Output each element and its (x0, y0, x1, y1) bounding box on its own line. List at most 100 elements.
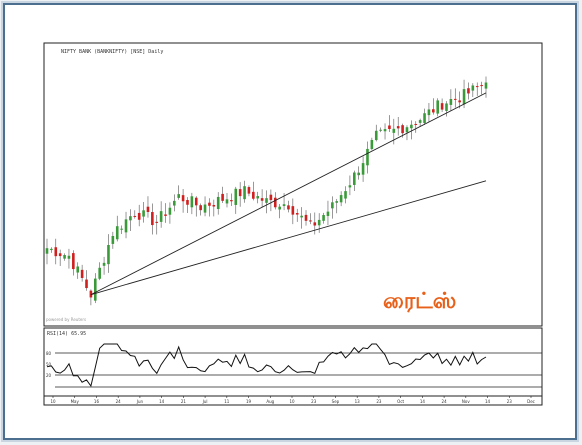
candle-up (484, 82, 488, 89)
stock-chart: NIFTY BANK (BANKNIFTY) [NSE] Daily power… (43, 42, 543, 406)
candle-down (155, 221, 159, 223)
candle-up (278, 206, 281, 210)
x-tick-label: 10 (50, 399, 56, 404)
candle-up (129, 216, 132, 221)
x-tick-label: 23 (376, 399, 382, 404)
candle-up (45, 248, 49, 254)
candle-down (247, 187, 251, 194)
candle-up (159, 211, 163, 222)
x-tick-label: 21 (181, 399, 187, 404)
x-tick-label: 10 (289, 399, 295, 404)
candle-down (146, 206, 150, 213)
candle-up (462, 89, 466, 105)
x-tick-label: 13 (355, 399, 361, 404)
rsi-level-label-50: 50 (46, 362, 52, 367)
x-tick-label: May (71, 399, 80, 404)
x-tick-label: 23 (507, 399, 513, 404)
candle-up (379, 129, 382, 131)
candle-up (203, 204, 207, 213)
candle-up (449, 99, 453, 105)
candle-down (388, 125, 391, 129)
candle-down (133, 215, 137, 217)
candle-up (93, 278, 97, 301)
candle-down (458, 100, 461, 103)
candle-down (287, 205, 290, 210)
candle-down (221, 193, 224, 201)
candle-up (124, 219, 128, 233)
x-tick-label: Jul (202, 399, 208, 404)
x-tick-label: 14 (420, 399, 426, 404)
candle-up (282, 204, 286, 206)
x-axis (43, 395, 543, 406)
candle-up (383, 129, 387, 132)
candle-up (322, 215, 325, 221)
candle-up (317, 219, 321, 226)
x-tick-label: Nov (462, 399, 470, 404)
watermark-text: ரைட்ஸ் (383, 289, 456, 314)
candle-up (173, 200, 176, 206)
candle-up (256, 196, 260, 199)
candle-up (177, 194, 180, 198)
candle-down (309, 220, 312, 222)
candle-down (137, 212, 141, 220)
x-tick-label: Dec (527, 399, 535, 404)
rsi-label: RSI(14) 65.95 (47, 331, 86, 337)
candle-up (107, 245, 110, 265)
candle-up (265, 198, 268, 203)
x-tick-label: Sep (332, 399, 340, 404)
candle-down (85, 279, 88, 289)
candle-up (76, 266, 80, 273)
candle-up (111, 235, 115, 244)
candle-up (300, 215, 303, 218)
candle-down (475, 86, 479, 88)
chart-frame: NIFTY BANK (BANKNIFTY) [NSE] Daily power… (3, 3, 577, 440)
candle-down (151, 212, 154, 226)
candle-down (89, 290, 93, 298)
candle-up (423, 113, 426, 124)
candle-down (208, 202, 211, 206)
candle-up (392, 128, 396, 133)
candle-down (252, 191, 255, 199)
candle-down (304, 214, 308, 221)
candle-down (453, 98, 457, 100)
candle-down (181, 195, 185, 202)
candle-up (471, 85, 475, 91)
x-tick-label: 19 (246, 399, 252, 404)
chart-title: NIFTY BANK (BANKNIFTY) [NSE] Daily (61, 49, 163, 55)
candle-down (269, 194, 273, 201)
candle-down (396, 126, 400, 129)
candle-up (115, 226, 119, 240)
x-axis-ticks: 10 May 16 24 Jun 14 21 Jul 11 19 Aug 10 23 Sep 13 23 Oct… (50, 396, 535, 404)
candle-down (238, 189, 242, 197)
rsi-panel (43, 327, 543, 397)
candle-up (98, 267, 101, 279)
x-tick-label: 14 (159, 399, 165, 404)
candle-up (142, 210, 145, 217)
candle-up (353, 172, 356, 185)
candle-down (260, 198, 264, 201)
candle-down (212, 205, 216, 207)
candle-up (445, 103, 448, 111)
candle-up (326, 211, 330, 216)
trendline-2 (90, 180, 487, 296)
candle-up (366, 148, 369, 166)
rsi-line (46, 343, 487, 388)
price-caption: powered by Reuters (46, 317, 86, 322)
candle-down (72, 253, 75, 270)
candle-down (467, 88, 470, 94)
candle-up (374, 130, 378, 141)
candle-up (348, 185, 352, 188)
candle-up (234, 188, 238, 205)
candle-down (199, 205, 202, 211)
candle-up (63, 255, 66, 259)
x-tick-label: 14 (485, 399, 491, 404)
candle-up (225, 199, 229, 204)
candle-up (50, 248, 53, 251)
candle-up (361, 163, 365, 175)
trendlines-group (90, 92, 487, 296)
x-tick-label: 24 (442, 399, 448, 404)
candle-up (243, 186, 246, 200)
candle-up (168, 207, 172, 215)
candle-up (216, 196, 220, 210)
trendline-1 (90, 92, 487, 296)
